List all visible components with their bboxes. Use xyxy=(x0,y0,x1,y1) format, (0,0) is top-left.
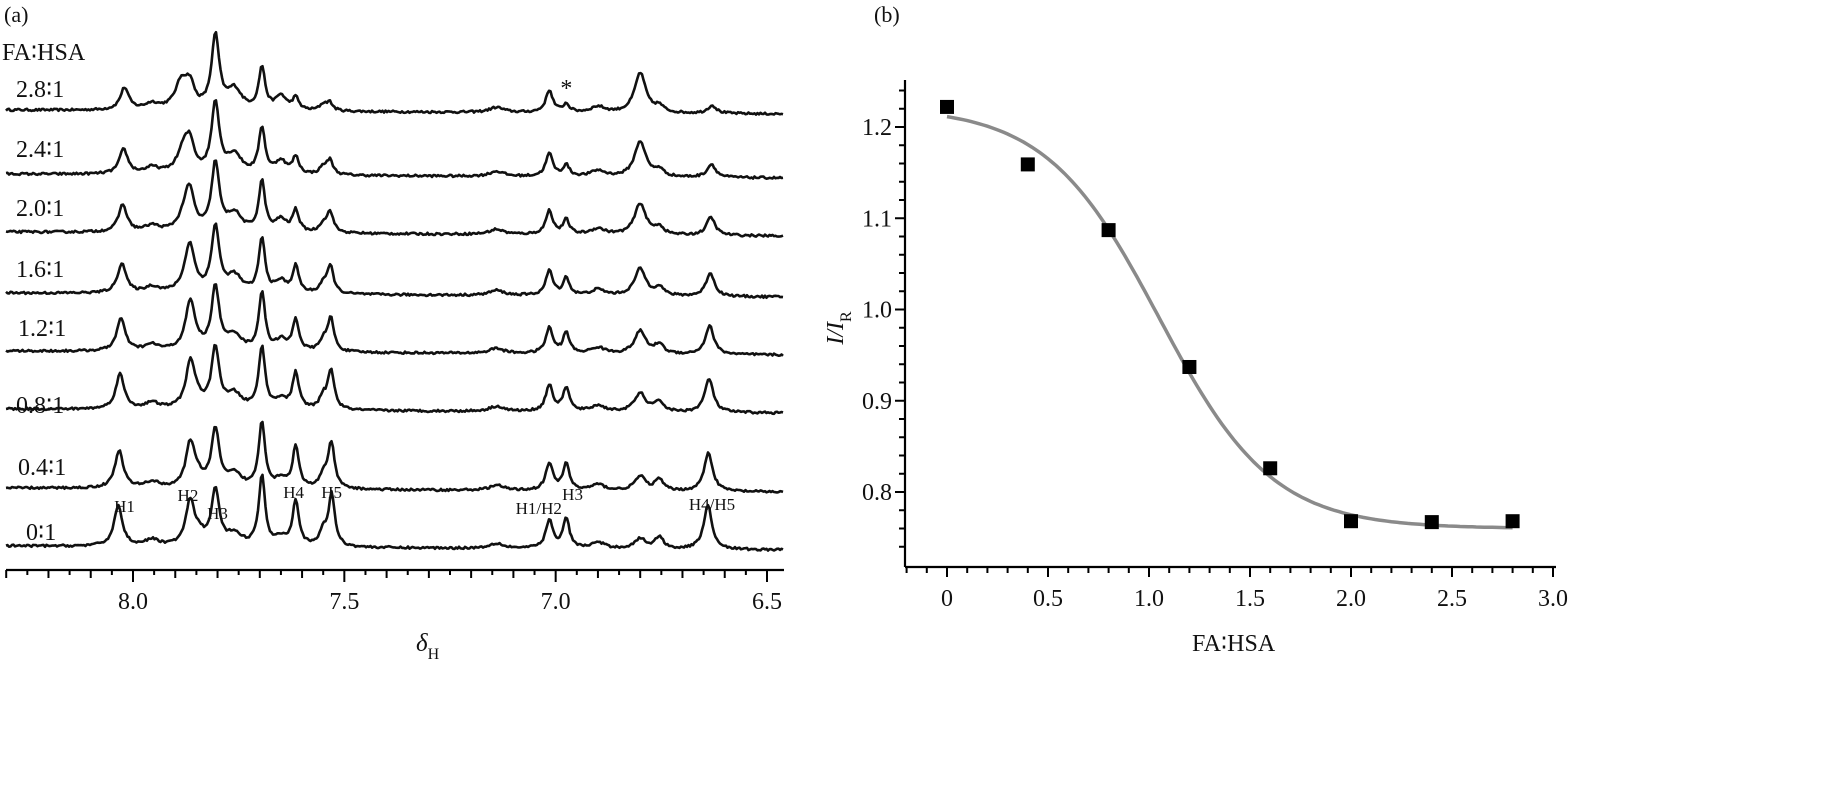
spectra-traces xyxy=(5,30,784,552)
ratio-label: 1.2∶1 xyxy=(18,316,66,342)
spectrum-trace xyxy=(5,473,784,552)
x-tick-label: 1.0 xyxy=(1134,586,1164,612)
ratio-label: 0∶1 xyxy=(26,520,56,546)
panel-b-ticks: 0 0.5 1.0 1.5 2.0 2.5 3.0 0.8 0.9 1.0 1.1 1.2 xyxy=(862,89,1568,612)
peak-label: H4/H5 xyxy=(689,495,735,514)
x-label-delta: δ xyxy=(416,630,428,657)
panel-b-scatter: (b) 0 0.5 1.0 1.5 2.0 2.5 3.0 0.8 0.9 1.0 1.1 1.2 F… xyxy=(823,2,1568,657)
spectrum-trace xyxy=(5,420,784,494)
panel-a-label: (a) xyxy=(4,2,28,27)
data-point xyxy=(1020,157,1035,172)
peak-label: H1 xyxy=(114,497,135,516)
x-tick-label: 0.5 xyxy=(1033,586,1063,612)
y-tick-label: 0.9 xyxy=(862,389,892,415)
data-point xyxy=(1101,223,1116,238)
y-tick-label: 1.2 xyxy=(862,115,892,141)
data-point xyxy=(1182,359,1197,374)
x-tick-label: 7.5 xyxy=(329,589,359,615)
x-tick-label: 8.0 xyxy=(118,589,148,615)
x-tick-label: 3.0 xyxy=(1538,586,1568,612)
spectrum-trace xyxy=(5,30,784,116)
data-point xyxy=(1263,461,1278,476)
peak-label: H3 xyxy=(562,485,583,504)
x-tick-label: 0 xyxy=(941,586,953,612)
x-label-subscript: H xyxy=(428,646,440,663)
x-tick-label: 6.5 xyxy=(752,589,782,615)
data-point xyxy=(1344,514,1358,529)
ratio-label: 2.8∶1 xyxy=(16,77,64,103)
panel-b-x-label: FA∶HSA xyxy=(1192,631,1276,657)
peak-label: H1/H2 xyxy=(516,499,562,518)
ratio-label: 1.6∶1 xyxy=(16,257,64,283)
ratio-label: 0.8∶1 xyxy=(16,393,64,419)
panel-b-label: (b) xyxy=(874,2,900,27)
spectrum-trace xyxy=(5,99,784,180)
y-tick-label: 0.8 xyxy=(862,480,892,506)
x-tick-label: 2.5 xyxy=(1437,586,1467,612)
data-point xyxy=(1424,515,1439,530)
panel-a-x-label: δH xyxy=(416,630,440,663)
panel-b-y-label: I/IR xyxy=(823,311,855,346)
ratio-label: 2.4∶1 xyxy=(16,137,64,163)
spectrum-trace xyxy=(5,159,784,238)
ratio-label: 0.4∶1 xyxy=(18,455,66,481)
y-tick-label: 1.1 xyxy=(862,206,892,232)
peak-label: H5 xyxy=(321,483,342,502)
data-point xyxy=(1505,514,1520,529)
panel-a-x-ticks: 8.0 7.5 7.0 6.5 xyxy=(5,570,782,615)
y-tick-label: 1.0 xyxy=(862,298,892,324)
data-points xyxy=(940,99,1520,530)
spectrum-trace xyxy=(5,222,784,299)
sigmoid-fit-curve xyxy=(946,114,1513,530)
panel-a-nmr-spectra: (a) FA∶HSA 2.8∶1 2.4∶1 2.0∶1 1.6∶1 1.2∶1 0.8∶… xyxy=(2,2,784,663)
panel-a-header: FA∶HSA xyxy=(2,40,86,66)
x-tick-label: 2.0 xyxy=(1336,586,1366,612)
data-point xyxy=(940,99,954,114)
y-label-subscript: R xyxy=(838,311,855,322)
x-tick-label: 1.5 xyxy=(1235,586,1265,612)
impurity-asterisk: * xyxy=(560,76,572,102)
peak-label: H3 xyxy=(207,504,228,523)
spectrum-trace xyxy=(5,343,784,416)
x-tick-label: 7.0 xyxy=(541,589,571,615)
ratio-labels: 2.8∶1 2.4∶1 2.0∶1 1.6∶1 1.2∶1 0.8∶1 0.4∶1 0∶1 xyxy=(16,77,66,546)
peak-label: H2 xyxy=(178,486,199,505)
y-label-main: I/I xyxy=(823,321,849,346)
peak-label: H4 xyxy=(283,483,304,502)
spectrum-trace xyxy=(5,283,784,357)
ratio-label: 2.0∶1 xyxy=(16,196,64,222)
